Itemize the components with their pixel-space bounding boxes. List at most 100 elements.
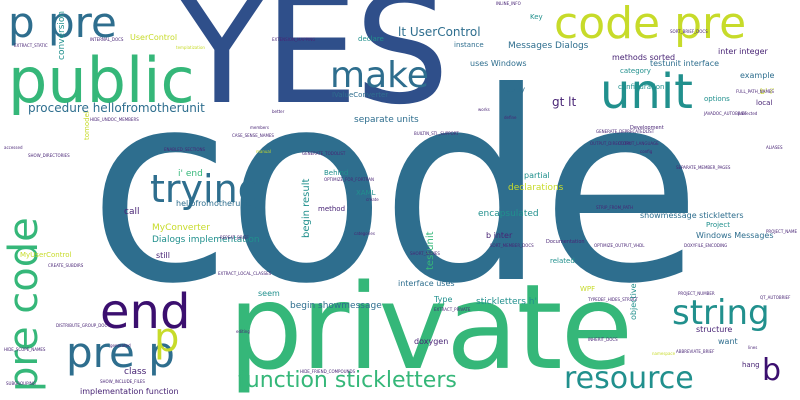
word-inter-integer: inter integer [718, 47, 768, 56]
word-options: options [704, 95, 730, 103]
word-project: Project [706, 221, 730, 229]
word-implementation-function: implementation function [80, 387, 179, 396]
word-testunit-interface: testunit interface [650, 59, 720, 68]
word-project-number: PROJECT_NUMBER [678, 291, 715, 296]
word-unit: unit [600, 64, 693, 120]
word-categories: categories [354, 231, 375, 236]
word-class: class [124, 367, 147, 377]
word-generate-todolist: GENERATE_TODOLIST [302, 151, 346, 156]
word-showmessage-stickletters: showmessage stickletters [640, 211, 744, 220]
word-behind: Behind [324, 169, 349, 177]
word-stickletters-h: stickletters h' [476, 297, 537, 307]
word-define: define [504, 115, 517, 120]
word-conversion-vertical: conversion [57, 10, 67, 60]
word-protected: protected [738, 111, 758, 116]
word-manual: manual [256, 149, 271, 154]
word-create: create [366, 197, 379, 202]
word-short-names: SHORT_NAMES [410, 251, 440, 256]
word-interface-uses: interface uses [398, 279, 455, 288]
word-yes: YES [176, 0, 450, 138]
word-strip-from-path: STRIP_FROM_PATH [596, 205, 634, 210]
word-public: public [8, 44, 195, 117]
word-objective-vertical: tomodel [83, 111, 91, 140]
word-want: want [718, 337, 738, 346]
word-typedef-hides-struct: TYPEDEF_HIDES_STRUCT [588, 297, 638, 302]
word-p-pre: p pre [8, 0, 117, 47]
word-optimize-for-fortran: OPTIMIZE_FOR_FORTRAN [324, 177, 375, 182]
word-make: make [330, 55, 429, 96]
word-code-pre: code pre [554, 0, 747, 49]
word-create-subdirs: CREATE_SUBDIRS [48, 263, 84, 268]
word-sort-brief-docs: SORT_BRIEF_DOCS [670, 29, 708, 34]
word-internal-docs: INTERNAL_DOCS [90, 37, 124, 42]
word-category: category [620, 67, 651, 75]
word-qt-autobrief: QT_AUTOBRIEF [760, 295, 791, 300]
word-configuration: configuration [618, 83, 665, 91]
word-xaml: XAML [356, 189, 376, 197]
word-better: better [272, 109, 285, 114]
word-hellofromotherunit: hellofromotherunit [176, 199, 251, 208]
word-b-inter: b inter [486, 231, 513, 240]
word-show-include-files: SHOW_INCLUDE_FILES [100, 379, 145, 384]
word-trying: trying [150, 167, 262, 211]
word-editing: editing [236, 329, 250, 334]
word-project-name: PROJECT_NAME [766, 229, 797, 234]
word-b-i: b' i' [760, 87, 775, 96]
word-instance: instance [454, 41, 484, 49]
word-subgrouping: SUBGROUPING [6, 381, 36, 386]
word-type: Type [434, 295, 453, 304]
word-doxygen: doxygen [414, 337, 449, 346]
word-aliases: ALIASES [766, 145, 783, 150]
word-pre-code-vertical: pre code [1, 217, 47, 392]
word-generated: generated [110, 343, 131, 348]
word-structure: structure [696, 325, 733, 334]
word-lt-usercontrol: lt UserControl [398, 25, 481, 39]
word-separate-member-pages: SEPARATE_MEMBER_PAGES [676, 165, 731, 170]
word-call: call [124, 207, 140, 217]
word-javadoc-autobrief: JAVADOC_AUTOBRIEF [704, 111, 747, 116]
word-works: works [478, 107, 490, 112]
word-partial: partial [524, 171, 550, 180]
word-lines: lines [748, 345, 758, 350]
word-builtin-stl-support: BUILTIN_STL_SUPPORT [414, 131, 459, 136]
word-dialogs-implementation: Dialogs implementation [152, 235, 260, 245]
word-begin-showmessage: begin showmessage [290, 301, 382, 311]
word-sort-member-docs: SORT_MEMBER_DOCS [490, 243, 534, 248]
word-method: method [318, 205, 346, 213]
word-windows-messages: Windows Messages [696, 231, 774, 240]
word-gt-lt: gt lt [552, 95, 577, 109]
word-extract-local-classes: EXTRACT_LOCAL_CLASSES [218, 271, 272, 276]
word-encapsulated: encapsulated [478, 209, 539, 219]
word-extract-private: EXTRACT_PRIVATE [434, 307, 471, 312]
word-procedure-hellofromotherunit: procedure hellofromotherunit [28, 101, 205, 115]
word-extract-static: EXTRACT_STATIC [14, 43, 48, 48]
word-myconverter: MyConverter [152, 223, 210, 233]
word-related: related [550, 257, 575, 265]
word-function-stickletters: function stickletters [238, 368, 457, 393]
word-abbreviate-brief: ABBREVIATE_BRIEF [676, 349, 715, 354]
word-distribute-group-doc: DISTRIBUTE_GROUP_DOC [56, 323, 108, 328]
word-still: still [156, 251, 170, 260]
word-repeat-brief: REPEAT_BRIEF [220, 235, 249, 240]
word-begin-result-vertical: begin result [301, 178, 312, 238]
word-enabled-sections: ENABLED_SECTIONS [164, 147, 205, 152]
word-tomodel: namespace [652, 351, 676, 356]
word-pre-p: pre p [66, 328, 175, 377]
word-declarations: declarations [508, 183, 564, 193]
word-inherit-docs: INHERIT_DOCS [588, 337, 618, 342]
word-hide-undoc-members: HIDE_UNDOC_MEMBERS [90, 117, 139, 122]
word-example: example [740, 71, 775, 80]
word-templatization: templatization [176, 45, 205, 50]
word-generate-deprecatedlist: GENERATE_DEPRECATEDLIST [596, 129, 655, 134]
word-b: b [762, 353, 782, 388]
word-output-language: OUTPUT_LANGUAGE [618, 141, 659, 146]
word-optimize-output-vhdl: OPTIMIZE_OUTPUT_VHDL [594, 243, 645, 248]
word-string: string [672, 293, 770, 333]
word-config: config [640, 149, 653, 154]
word-wpf: WPF [580, 285, 596, 293]
word-inline-info: INLINE_INFO [496, 1, 521, 6]
word-doxyfile-encoding: DOXYFILE_ENCODING [684, 243, 728, 248]
word-declare: declare [358, 35, 384, 43]
word-show-directories: SHOW_DIRECTORIES [28, 153, 70, 158]
